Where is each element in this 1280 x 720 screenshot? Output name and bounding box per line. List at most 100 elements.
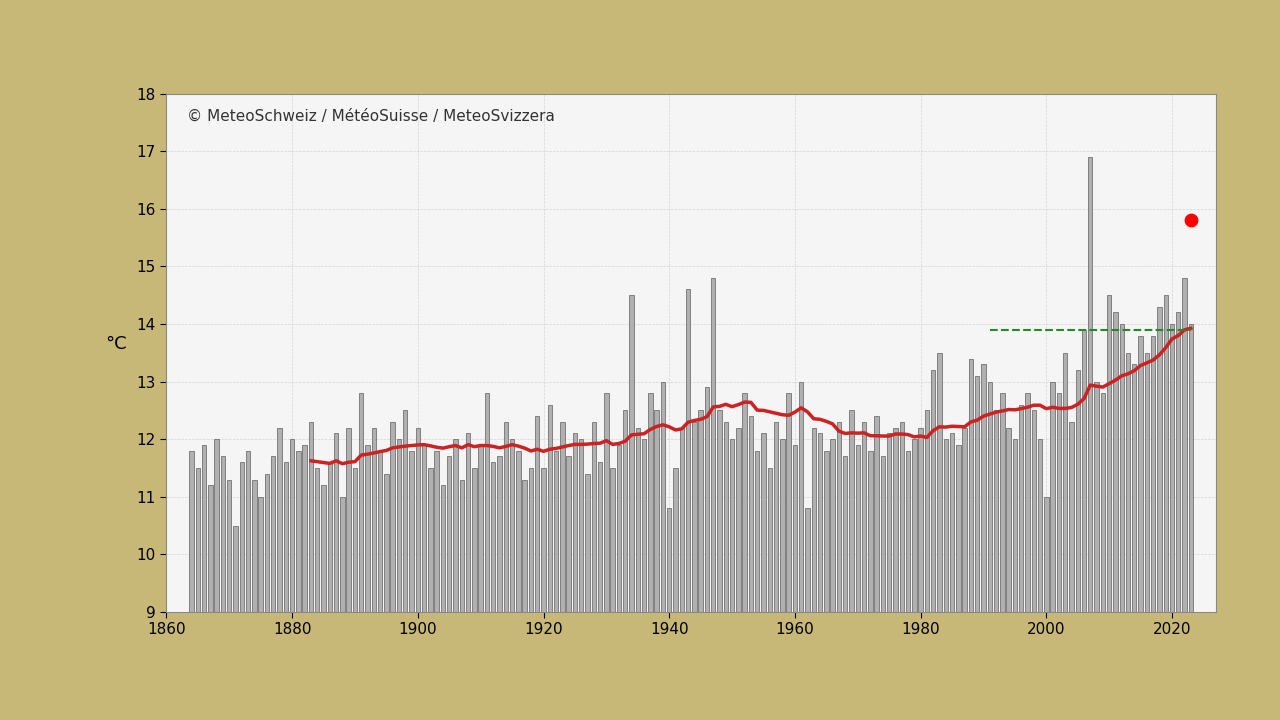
Bar [611,468,614,720]
Bar [278,428,282,720]
Bar [308,422,314,720]
Bar [541,468,545,720]
Bar [1132,364,1137,720]
Bar [736,428,741,720]
Bar [824,451,828,720]
Bar [353,468,357,720]
Bar [567,456,571,720]
Bar [429,468,433,720]
Bar [1144,353,1149,720]
Bar [1012,439,1018,720]
Bar [284,462,288,720]
Bar [397,439,401,720]
Bar [1088,157,1093,720]
Bar [717,410,722,720]
Bar [347,428,351,720]
Bar [1151,336,1156,720]
Bar [529,468,534,720]
Bar [259,497,262,720]
Bar [1075,370,1080,720]
Bar [654,410,659,720]
Bar [1120,324,1124,720]
Bar [641,439,646,720]
Bar [900,422,904,720]
Bar [598,462,603,720]
Bar [988,382,992,720]
Bar [239,462,244,720]
Bar [447,456,452,720]
Bar [749,416,753,720]
Bar [509,439,515,720]
Bar [730,439,735,720]
Bar [667,508,672,720]
Bar [630,295,634,720]
Bar [460,480,463,720]
Bar [1025,393,1029,720]
Bar [554,451,558,720]
Bar [648,393,653,720]
Bar [868,451,873,720]
Bar [215,439,219,720]
Bar [881,456,884,720]
Bar [1094,382,1098,720]
Bar [591,422,596,720]
Bar [686,289,690,720]
Bar [604,393,608,720]
Point [1180,215,1201,226]
Bar [1019,405,1024,720]
Bar [340,497,344,720]
Bar [585,474,590,720]
Bar [692,422,696,720]
Bar [931,370,936,720]
Bar [196,468,200,720]
Bar [453,439,458,720]
Bar [906,451,910,720]
Bar [818,433,822,720]
Bar [189,451,193,720]
Bar [334,433,338,720]
Bar [371,428,376,720]
Bar [1051,382,1055,720]
Bar [812,428,815,720]
Bar [1032,410,1036,720]
Bar [1062,353,1068,720]
Bar [384,474,389,720]
Bar [246,451,251,720]
Bar [440,485,445,720]
Y-axis label: °C: °C [105,335,127,353]
Bar [209,485,212,720]
Bar [799,382,804,720]
Bar [321,485,325,720]
Bar [535,416,539,720]
Bar [742,393,746,720]
Bar [1069,422,1074,720]
Bar [479,445,483,720]
Bar [699,410,703,720]
Bar [792,445,797,720]
Bar [1170,324,1174,720]
Bar [975,376,979,720]
Bar [913,439,916,720]
Bar [969,359,973,720]
Bar [723,422,728,720]
Text: © MeteoSchweiz / MétéoSuisse / MeteoSvizzera: © MeteoSchweiz / MétéoSuisse / MeteoSviz… [187,109,556,124]
Bar [837,422,841,720]
Bar [271,456,275,720]
Bar [710,278,716,720]
Bar [1044,497,1048,720]
Bar [227,480,232,720]
Bar [328,462,332,720]
Bar [390,422,394,720]
Bar [768,468,772,720]
Bar [492,462,495,720]
Bar [1006,428,1011,720]
Bar [1000,393,1005,720]
Bar [636,428,640,720]
Bar [617,445,621,720]
Bar [924,410,929,720]
Bar [1107,295,1111,720]
Bar [1164,295,1167,720]
Bar [982,364,986,720]
Bar [220,456,225,720]
Bar [485,393,489,720]
